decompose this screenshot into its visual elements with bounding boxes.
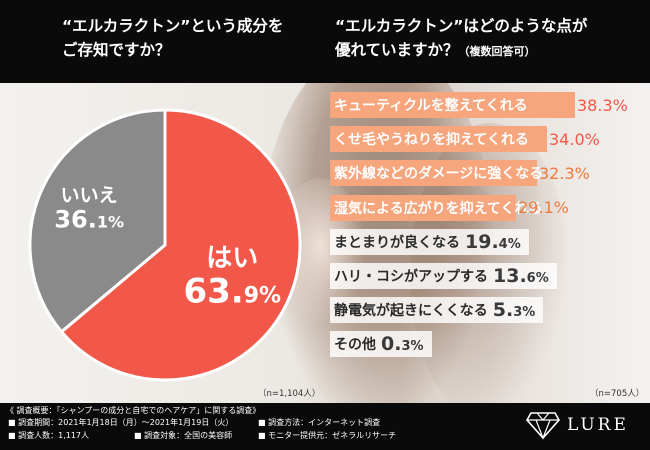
bar-label: 湿気による広がりを抑えてくれる	[334, 200, 543, 217]
pie-question: “エルカラクトン”という成分を ご存知ですか？	[62, 14, 283, 62]
pie-question-line1: “エルカラクトン”という成分を	[62, 17, 284, 35]
survey-summary-title: 《 調査概要：「シャンプーの成分と自宅でのヘアケア」に関する調査》	[6, 406, 261, 415]
survey-count: ■ 調査人数：1,117人	[8, 431, 90, 440]
bar-question-line1: “エルカラクトン”はどのような点が	[335, 17, 588, 35]
bar-value: 34. 0%	[549, 129, 600, 149]
bar-question-line2: 優れていますか？（複数回答可）	[335, 38, 587, 64]
bar-label: ハリ・コシがアップする	[334, 269, 488, 285]
pie-label-yes: はい	[206, 243, 258, 273]
bar-5: まとまりが良くなる 19.4%	[330, 228, 529, 255]
bar-value: 0.3%	[381, 333, 424, 356]
bar-label: その他	[334, 337, 376, 354]
bar-value: 19.4%	[465, 230, 521, 253]
chart-area: はい 63.9% いいえ 36.1% キューティクルを整えてくれる 38. 3% くせ毛やう…	[0, 83, 650, 403]
survey-period: ■ 調査期間：2021年1月18日（月）～2021年1月19日（火）	[8, 418, 234, 427]
bar-4: 湿気による広がりを抑えてくれる	[330, 194, 542, 221]
bar-label: くせ毛やうねりを抑えてくれる	[334, 132, 529, 149]
header: “エルカラクトン”という成分を ご存知ですか？ “エルカラクトン”はどのような点…	[0, 0, 650, 83]
bar-value: 13.6%	[493, 265, 549, 287]
bar-question-subnote: （複数回答可）	[458, 45, 536, 58]
bar-label: キューティクルを整えてくれる	[334, 98, 528, 114]
pie-question-line2: ご存知ですか？	[62, 41, 171, 59]
bar-label: 静電気が起きにくくなる	[334, 303, 488, 320]
bar-value: 32. 3%	[539, 163, 590, 183]
pie-label-no: いいえ	[61, 185, 118, 207]
bar-value: 5.3%	[492, 299, 536, 322]
bar-question: “エルカラクトン”はどのような点が 優れていますか？（複数回答可）	[335, 14, 587, 64]
brand-logo-text: LURE	[567, 415, 629, 435]
bar-label: まとまりが良くなる	[334, 234, 460, 251]
bar-sample-size: （n=705人）	[590, 389, 645, 399]
bar-label: 紫外線などのダメージに強くなる	[334, 166, 544, 183]
footer: 《 調査概要：「シャンプーの成分と自宅でのヘアケア」に関する調査》 ■ 調査期間…	[0, 403, 650, 450]
pie-slice-no	[28, 108, 167, 334]
bar-value: 38. 3%	[577, 95, 628, 115]
bar-question-line2-main: 優れていますか？	[335, 41, 459, 59]
bar-3: 紫外線などのダメージに強くなる	[330, 160, 543, 187]
bar-7: 静電気が起きにくくなる 5.3%	[330, 297, 544, 324]
bar-6: ハリ・コシがアップする 13.6%	[330, 263, 557, 289]
survey-target: ■ 調査対象：全国の美容師	[134, 431, 233, 440]
bar-value: 29. 1%	[518, 198, 569, 218]
bar-2: くせ毛やうねりを抑えてくれる	[330, 126, 547, 153]
pie-sample-size: （n=1,104人）	[258, 389, 321, 399]
survey-method: ■ 調査方法：インターネット調査	[258, 418, 381, 427]
pie-value-no: 36.1%	[54, 206, 124, 234]
diamond-logo-icon	[526, 412, 560, 440]
survey-provider: ■ モニター提供元：ゼネラルリサーチ	[258, 431, 397, 440]
pie-slice-yes	[59, 108, 302, 382]
pie-value-yes: 63.9%	[183, 271, 281, 311]
bar-8: その他 0.3%	[330, 331, 432, 358]
bar-1: キューティクルを整えてくれる	[330, 92, 575, 118]
